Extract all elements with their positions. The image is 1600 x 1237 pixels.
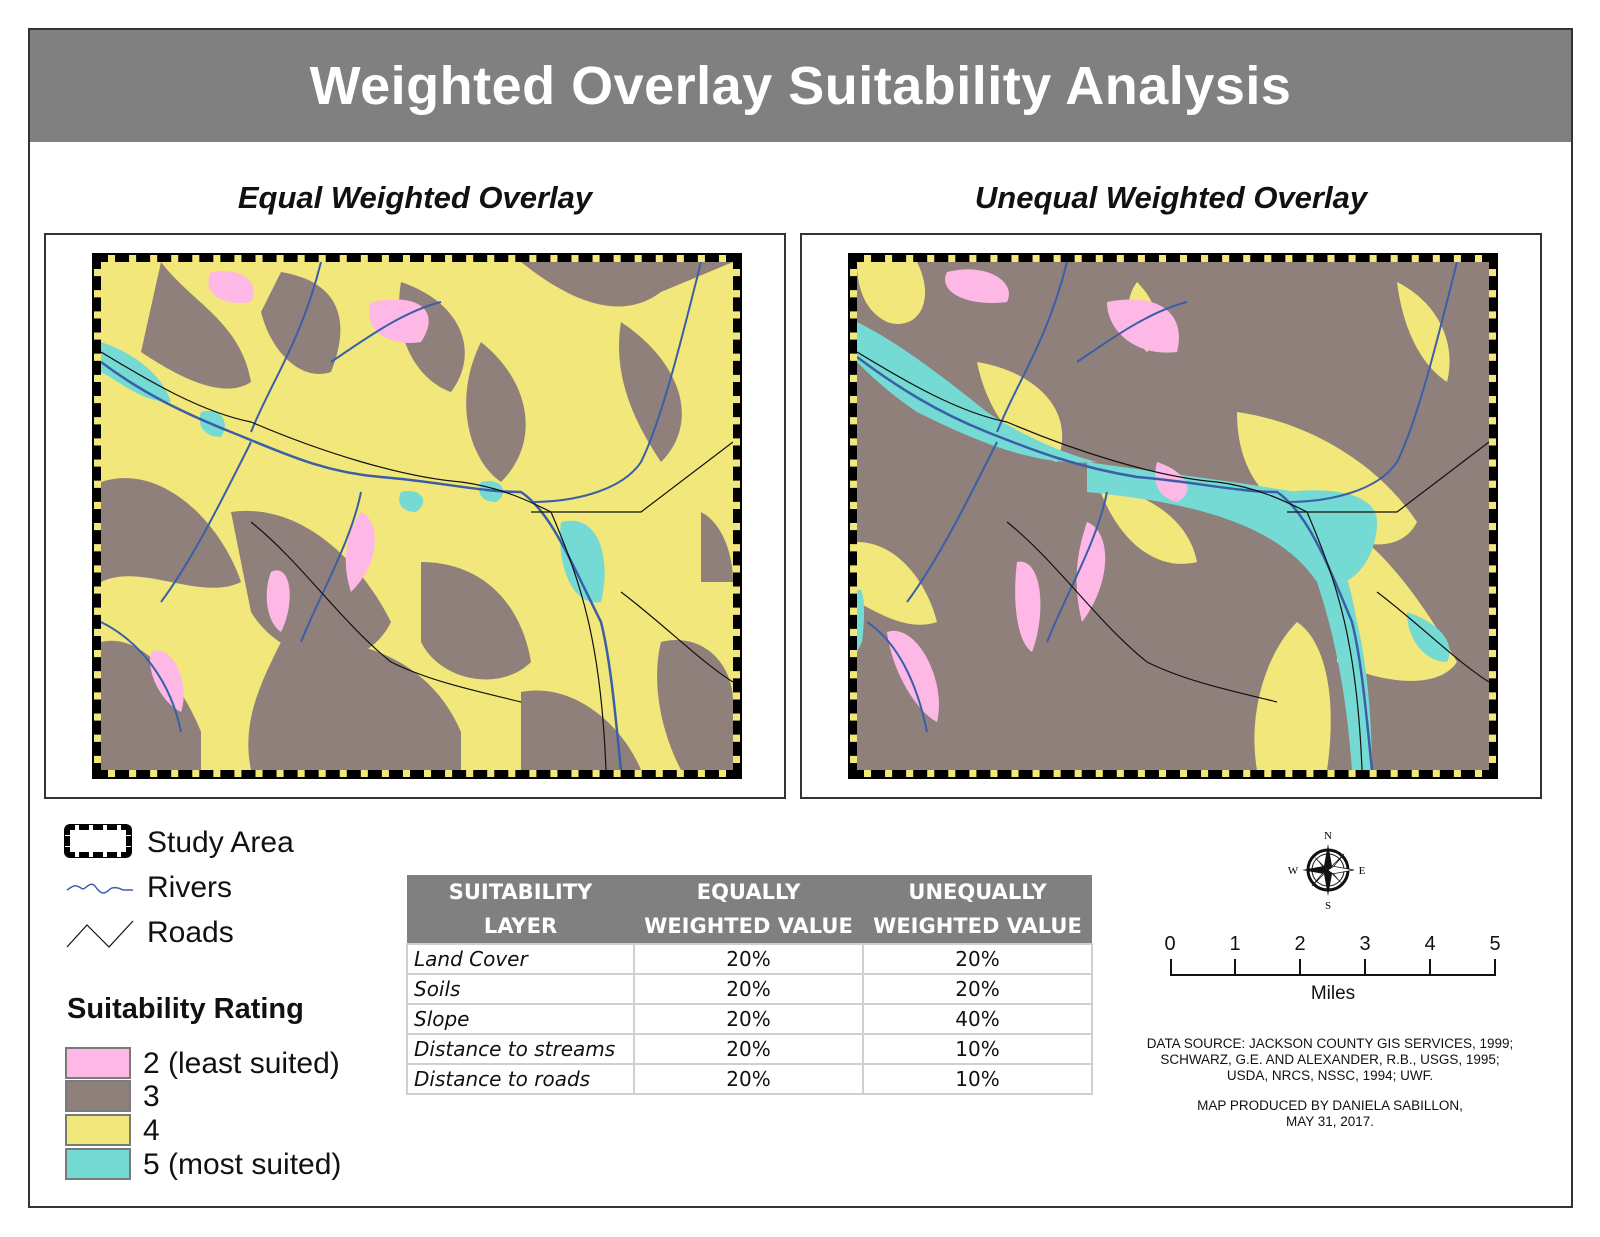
scale-line	[1170, 974, 1495, 976]
unequal-value: 10%	[862, 1063, 1093, 1095]
scale-unit-label: Miles	[1310, 983, 1356, 1004]
rating-3-swatch	[65, 1080, 131, 1112]
rating-5-label: 5 (most suited)	[143, 1148, 342, 1181]
scale-tick	[1170, 959, 1172, 976]
data-source-line: USDA, NRCS, NSSC, 1994; UWF.	[1226, 1068, 1434, 1083]
equal-value: 20%	[633, 1003, 864, 1035]
unequal-weighted-map-frame	[800, 233, 1542, 799]
page-title: Weighted Overlay Suitability Analysis	[309, 56, 1292, 116]
produced-by-line: MAP PRODUCED BY DANIELA SABILLON,	[1197, 1098, 1463, 1113]
layer-name: Soils	[406, 973, 635, 1005]
rating-4-swatch	[65, 1114, 131, 1146]
scale-tick	[1494, 959, 1496, 976]
header-equally-weighted: EQUALLY WEIGHTED VALUE	[634, 875, 863, 944]
table-row: Distance to roads 20% 10%	[406, 1063, 1093, 1095]
rating-4-label: 4	[143, 1114, 160, 1147]
unequal-value: 20%	[862, 943, 1093, 975]
study-area-dashed-border-icon	[64, 824, 135, 861]
north-arrow-compass: N S W E	[1282, 830, 1374, 912]
scale-tick-label: 5	[1489, 933, 1501, 955]
title-bar: Weighted Overlay Suitability Analysis	[30, 30, 1571, 142]
compass-e: E	[1359, 865, 1366, 877]
legend-item-rivers: Rivers	[65, 870, 232, 906]
rating-2-swatch	[65, 1047, 131, 1079]
table-header-row: SUITABILITY LAYER EQUALLY WEIGHTED VALUE U…	[407, 875, 1092, 944]
header-unequally-weighted: UNEQUALLY WEIGHTED VALUE	[863, 875, 1092, 944]
suitability-raster-unequal	[857, 262, 1489, 770]
equal-value: 20%	[633, 1063, 864, 1095]
compass-rose-icon: N S W E	[1288, 830, 1366, 912]
unequal-value: 10%	[862, 1033, 1093, 1065]
compass-n: N	[1324, 830, 1332, 842]
scale-tick-label: 2	[1294, 933, 1306, 955]
scale-tick-label: 3	[1359, 933, 1371, 955]
rating-5-swatch	[65, 1148, 131, 1180]
scale-bar: 0 1 2 3 4 5 Miles	[1164, 933, 1501, 1013]
layer-name: Distance to roads	[406, 1063, 635, 1095]
unequal-value: 20%	[862, 973, 1093, 1005]
equal-value: 20%	[633, 1033, 864, 1065]
road-zigzag-line-icon	[65, 915, 135, 951]
scale-tick-label: 0	[1164, 933, 1176, 955]
unequal-value: 40%	[862, 1003, 1093, 1035]
map-credits: DATA SOURCE: JACKSON COUNTY GIS SERVICES…	[1120, 1036, 1540, 1130]
suitability-rating-title: Suitability Rating	[67, 993, 304, 1025]
unequal-panel-title: Unequal Weighted Overlay	[974, 180, 1368, 215]
scale-tick	[1364, 959, 1366, 976]
legend-label-study-area: Study Area	[147, 826, 294, 859]
data-source-line: SCHWARZ, G.E. AND ALEXANDER, R.B., USGS,…	[1160, 1052, 1500, 1067]
unequal-weighted-map[interactable]	[848, 253, 1498, 779]
table-row: Land Cover 20% 20%	[406, 943, 1093, 975]
scale-tick	[1299, 959, 1301, 976]
legend-item-roads: Roads	[65, 915, 234, 951]
equal-value: 20%	[633, 943, 864, 975]
map-layout-frame: Weighted Overlay Suitability Analysis Eq…	[28, 28, 1573, 1208]
legend-label-roads: Roads	[147, 916, 234, 949]
legend-item-study-area: Study Area	[64, 824, 294, 861]
weights-table: SUITABILITY LAYER EQUALLY WEIGHTED VALUE U…	[406, 875, 1093, 1095]
scale-tick-label: 4	[1424, 933, 1436, 955]
produced-date-line: MAY 31, 2017.	[1285, 1114, 1375, 1129]
rating-2-label: 2 (least suited)	[143, 1047, 340, 1080]
legend-label-rivers: Rivers	[147, 871, 233, 904]
river-wavy-line-icon	[65, 870, 135, 906]
table-row: Slope 20% 40%	[406, 1003, 1093, 1035]
layer-name: Land Cover	[406, 943, 635, 975]
equal-panel-title: Equal Weighted Overlay	[237, 180, 593, 215]
equal-value: 20%	[633, 973, 864, 1005]
scale-tick-label: 1	[1229, 933, 1241, 955]
rating-3-label: 3	[143, 1080, 160, 1113]
compass-w: W	[1288, 865, 1299, 877]
data-source-line: DATA SOURCE: JACKSON COUNTY GIS SERVICES…	[1146, 1036, 1514, 1051]
header-suitability-layer: SUITABILITY LAYER	[407, 875, 634, 944]
compass-s: S	[1325, 900, 1331, 910]
scale-tick	[1234, 959, 1236, 976]
table-row: Soils 20% 20%	[406, 973, 1093, 1005]
layer-name: Slope	[406, 1003, 635, 1035]
layer-name: Distance to streams	[406, 1033, 635, 1065]
table-row: Distance to streams 20% 10%	[406, 1033, 1093, 1065]
equal-weighted-map-frame	[44, 233, 786, 799]
suitability-raster-equal	[101, 262, 733, 770]
equal-weighted-map[interactable]	[92, 253, 742, 779]
scale-tick	[1429, 959, 1431, 976]
